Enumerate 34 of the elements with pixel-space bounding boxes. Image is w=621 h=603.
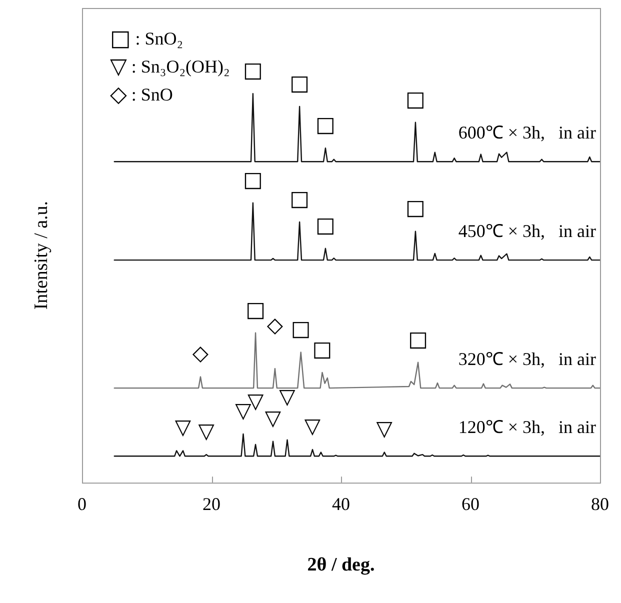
annotation: ▽ [376, 416, 394, 441]
annotation: ◇ : SnO [110, 82, 173, 108]
x-axis-title: 2θ / deg. [307, 554, 375, 576]
annotation: □ [312, 336, 332, 361]
annotation: □ [243, 58, 263, 82]
annotation: □ [316, 212, 336, 237]
x-tick-label: 20 [202, 494, 220, 514]
annotation: □ [406, 196, 426, 220]
annotation: □ [246, 297, 266, 322]
annotation: ▽ [304, 414, 322, 438]
annotation: □ [243, 167, 263, 192]
annotation: □ [408, 326, 428, 351]
annotation: □ [290, 186, 310, 210]
series-label: 120℃ × 3h, in air [458, 416, 596, 437]
annotation: □ [290, 70, 310, 95]
annotation: □ [316, 112, 336, 136]
x-tick-label: 40 [332, 494, 350, 514]
series-label: 320℃ × 3h, in air [458, 348, 596, 369]
annotation: ▽ [174, 415, 192, 440]
annotation: □ [406, 86, 426, 111]
text: □ : SnO₂ [110, 26, 184, 52]
annotation: ▽ [264, 406, 282, 430]
annotation: ◇ [266, 313, 284, 338]
series-label: 450℃ × 3h, in air [458, 220, 596, 241]
x-tick-label: 80 [591, 494, 609, 514]
annotation: ▽ [198, 419, 216, 444]
annotation: ▽ [279, 384, 296, 408]
text: ▽ : Sn₃O₂(OH)₂ [110, 54, 230, 80]
y-axis-title: Intensity / a.u. [30, 200, 52, 310]
series-label: 600℃ × 3h, in air [458, 122, 596, 142]
annotation: □ [290, 316, 311, 341]
x-tick-label: 0 [78, 494, 86, 514]
x-tick-label: 60 [462, 494, 480, 514]
annotation: ◇ [192, 341, 210, 366]
